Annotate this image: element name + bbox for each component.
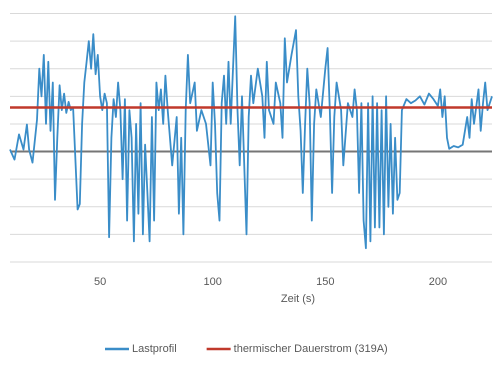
- x-tick-label: 200: [429, 276, 447, 288]
- x-tick-label: 150: [316, 276, 334, 288]
- legend-label: thermischer Dauerstrom (319A): [234, 343, 388, 355]
- x-tick-label: 100: [204, 276, 222, 288]
- x-axis-label: Zeit (s): [281, 293, 315, 305]
- data-line: [9, 15, 493, 250]
- x-tick-label: 50: [94, 276, 106, 288]
- legend-label: Lastprofil: [132, 343, 177, 355]
